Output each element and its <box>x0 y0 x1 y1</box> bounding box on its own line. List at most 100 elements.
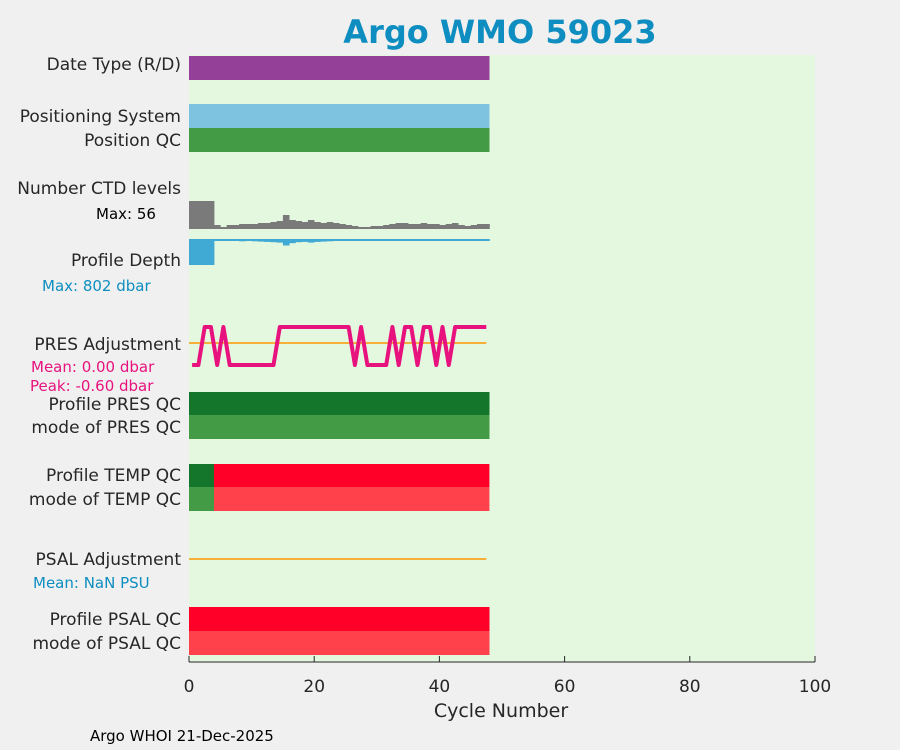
profile-depth-bar <box>239 239 246 242</box>
profile-depth-bar <box>276 239 284 243</box>
row-label-mode-temp-qc: mode of TEMP QC <box>29 490 181 510</box>
row-label-date-type: Date Type (R/D) <box>47 55 181 75</box>
profile-depth-bar <box>351 239 359 241</box>
profile-depth-bar <box>189 239 196 265</box>
ctd-levels-bar <box>232 225 240 229</box>
profile-depth-bar <box>314 239 321 242</box>
ctd-levels-bar <box>226 225 234 229</box>
ctd-levels-bar <box>320 223 328 229</box>
x-tick-label: 0 <box>184 677 195 697</box>
ctd-levels-bar <box>201 201 209 229</box>
ctd-levels-bar <box>358 227 365 229</box>
row-label-pres-adjustment: PRES Adjustment <box>34 335 181 355</box>
profile-depth-bar <box>326 239 334 242</box>
ctd-levels-bar <box>282 215 290 229</box>
row-label-mode-psal-qc: mode of PSAL QC <box>32 634 181 654</box>
profile-depth-bar <box>477 239 484 241</box>
row-label-psal-adjustment: PSAL Adjustment <box>36 550 182 570</box>
profile-depth-bar <box>333 239 340 241</box>
ctd-levels-bar <box>257 223 265 229</box>
profile-depth-bar <box>295 239 302 243</box>
ctd-levels-bar <box>477 224 484 229</box>
qc-band-mode-psal-qc <box>189 631 490 655</box>
qc-band-date-type <box>189 56 490 80</box>
row-label-profile-depth: Profile Depth <box>71 251 181 271</box>
ctd-levels-bar <box>307 220 315 229</box>
ctd-levels-bar <box>207 201 215 229</box>
qc-band-profile-pres-qc <box>189 392 490 415</box>
profile-depth-bar <box>339 239 346 241</box>
profile-depth-bar <box>383 239 390 241</box>
ctd-levels-bar <box>426 224 434 229</box>
profile-depth-bar <box>389 239 396 241</box>
ctd-levels-bar <box>295 221 302 229</box>
ctd-levels-bar <box>420 223 428 229</box>
pres-adjustment-line <box>192 325 487 367</box>
row-notes: Max: 56 Max: 802 dbar Mean: 0.00 dbar Pe… <box>30 205 156 592</box>
x-tick-label: 100 <box>799 677 831 697</box>
ctd-levels-bar <box>245 224 252 229</box>
profile-depth-bar <box>195 239 202 265</box>
qc-band-mode-temp-qc <box>214 487 490 511</box>
row-label-positioning-system: Positioning System <box>20 107 181 127</box>
profile-depth-bar <box>414 239 421 241</box>
ctd-levels-bar <box>195 201 202 229</box>
ctd-levels-bar <box>220 227 227 229</box>
ctd-max-note: Max: 56 <box>96 205 156 223</box>
x-tick-label: 60 <box>554 677 576 697</box>
profile-depth-bar <box>408 239 415 241</box>
profile-depth-bar <box>245 239 252 241</box>
profile-depth-bar <box>439 239 446 241</box>
profile-depth-bar <box>395 239 403 241</box>
depth-max-note: Max: 802 dbar <box>42 277 151 295</box>
row-label-mode-pres-qc: mode of PRES QC <box>31 418 181 438</box>
ctd-levels-bar <box>408 224 415 229</box>
x-axis: 0 20 40 60 80 100 Cycle Number <box>184 656 831 722</box>
profile-depth-bar <box>257 239 265 242</box>
row-label-position-qc: Position QC <box>84 131 181 151</box>
profile-depth-bar <box>376 239 384 241</box>
chart-marks <box>189 56 490 655</box>
ctd-levels-bar <box>251 224 259 229</box>
profile-depth-bar <box>451 239 459 241</box>
ctd-levels-bar <box>458 225 465 229</box>
row-label-profile-pres-qc: Profile PRES QC <box>48 395 181 415</box>
pres-peak-note: Peak: -0.60 dbar <box>30 377 154 395</box>
ctd-levels-bar <box>326 222 334 229</box>
ctd-levels-bar <box>364 227 371 229</box>
ctd-levels-bar <box>333 223 340 229</box>
profile-depth-bar <box>364 239 371 241</box>
qc-band-profile-temp-qc <box>189 464 214 487</box>
ctd-levels-bar <box>401 223 409 229</box>
profile-depth-bar <box>282 239 290 246</box>
profile-depth-bar <box>207 239 215 265</box>
ctd-levels-bar <box>414 224 421 229</box>
ctd-levels-bar <box>376 226 384 229</box>
profile-depth-bar <box>301 239 309 242</box>
profile-depth-bar <box>289 239 296 244</box>
ctd-levels-bar <box>445 224 453 229</box>
profile-depth-bar <box>320 239 328 242</box>
ctd-levels-bar <box>433 224 440 229</box>
ctd-levels-bar <box>395 223 403 229</box>
profile-depth-bar <box>220 239 227 241</box>
pres-mean-note: Mean: 0.00 dbar <box>31 358 155 376</box>
ctd-levels-bar <box>464 226 471 229</box>
profile-depth-bar <box>358 239 365 241</box>
row-label-number-ctd-levels: Number CTD levels <box>17 179 181 199</box>
row-labels: Date Type (R/D) Positioning System Posit… <box>17 55 181 654</box>
profile-depth-bar <box>458 239 465 241</box>
profile-depth-bar <box>464 239 471 241</box>
ctd-levels-bar <box>483 224 490 229</box>
ctd-levels-bar <box>345 225 353 229</box>
ctd-levels-bar <box>239 224 246 229</box>
profile-depth-bar <box>345 239 353 241</box>
qc-band-positioning-system <box>189 104 490 128</box>
profile-depth-bar <box>201 239 209 265</box>
profile-depth-bar <box>420 239 428 241</box>
ctd-levels-bar <box>301 222 309 229</box>
profile-depth-bar <box>226 239 234 241</box>
ctd-levels-bar <box>214 225 221 229</box>
profile-depth-bar <box>307 239 315 243</box>
